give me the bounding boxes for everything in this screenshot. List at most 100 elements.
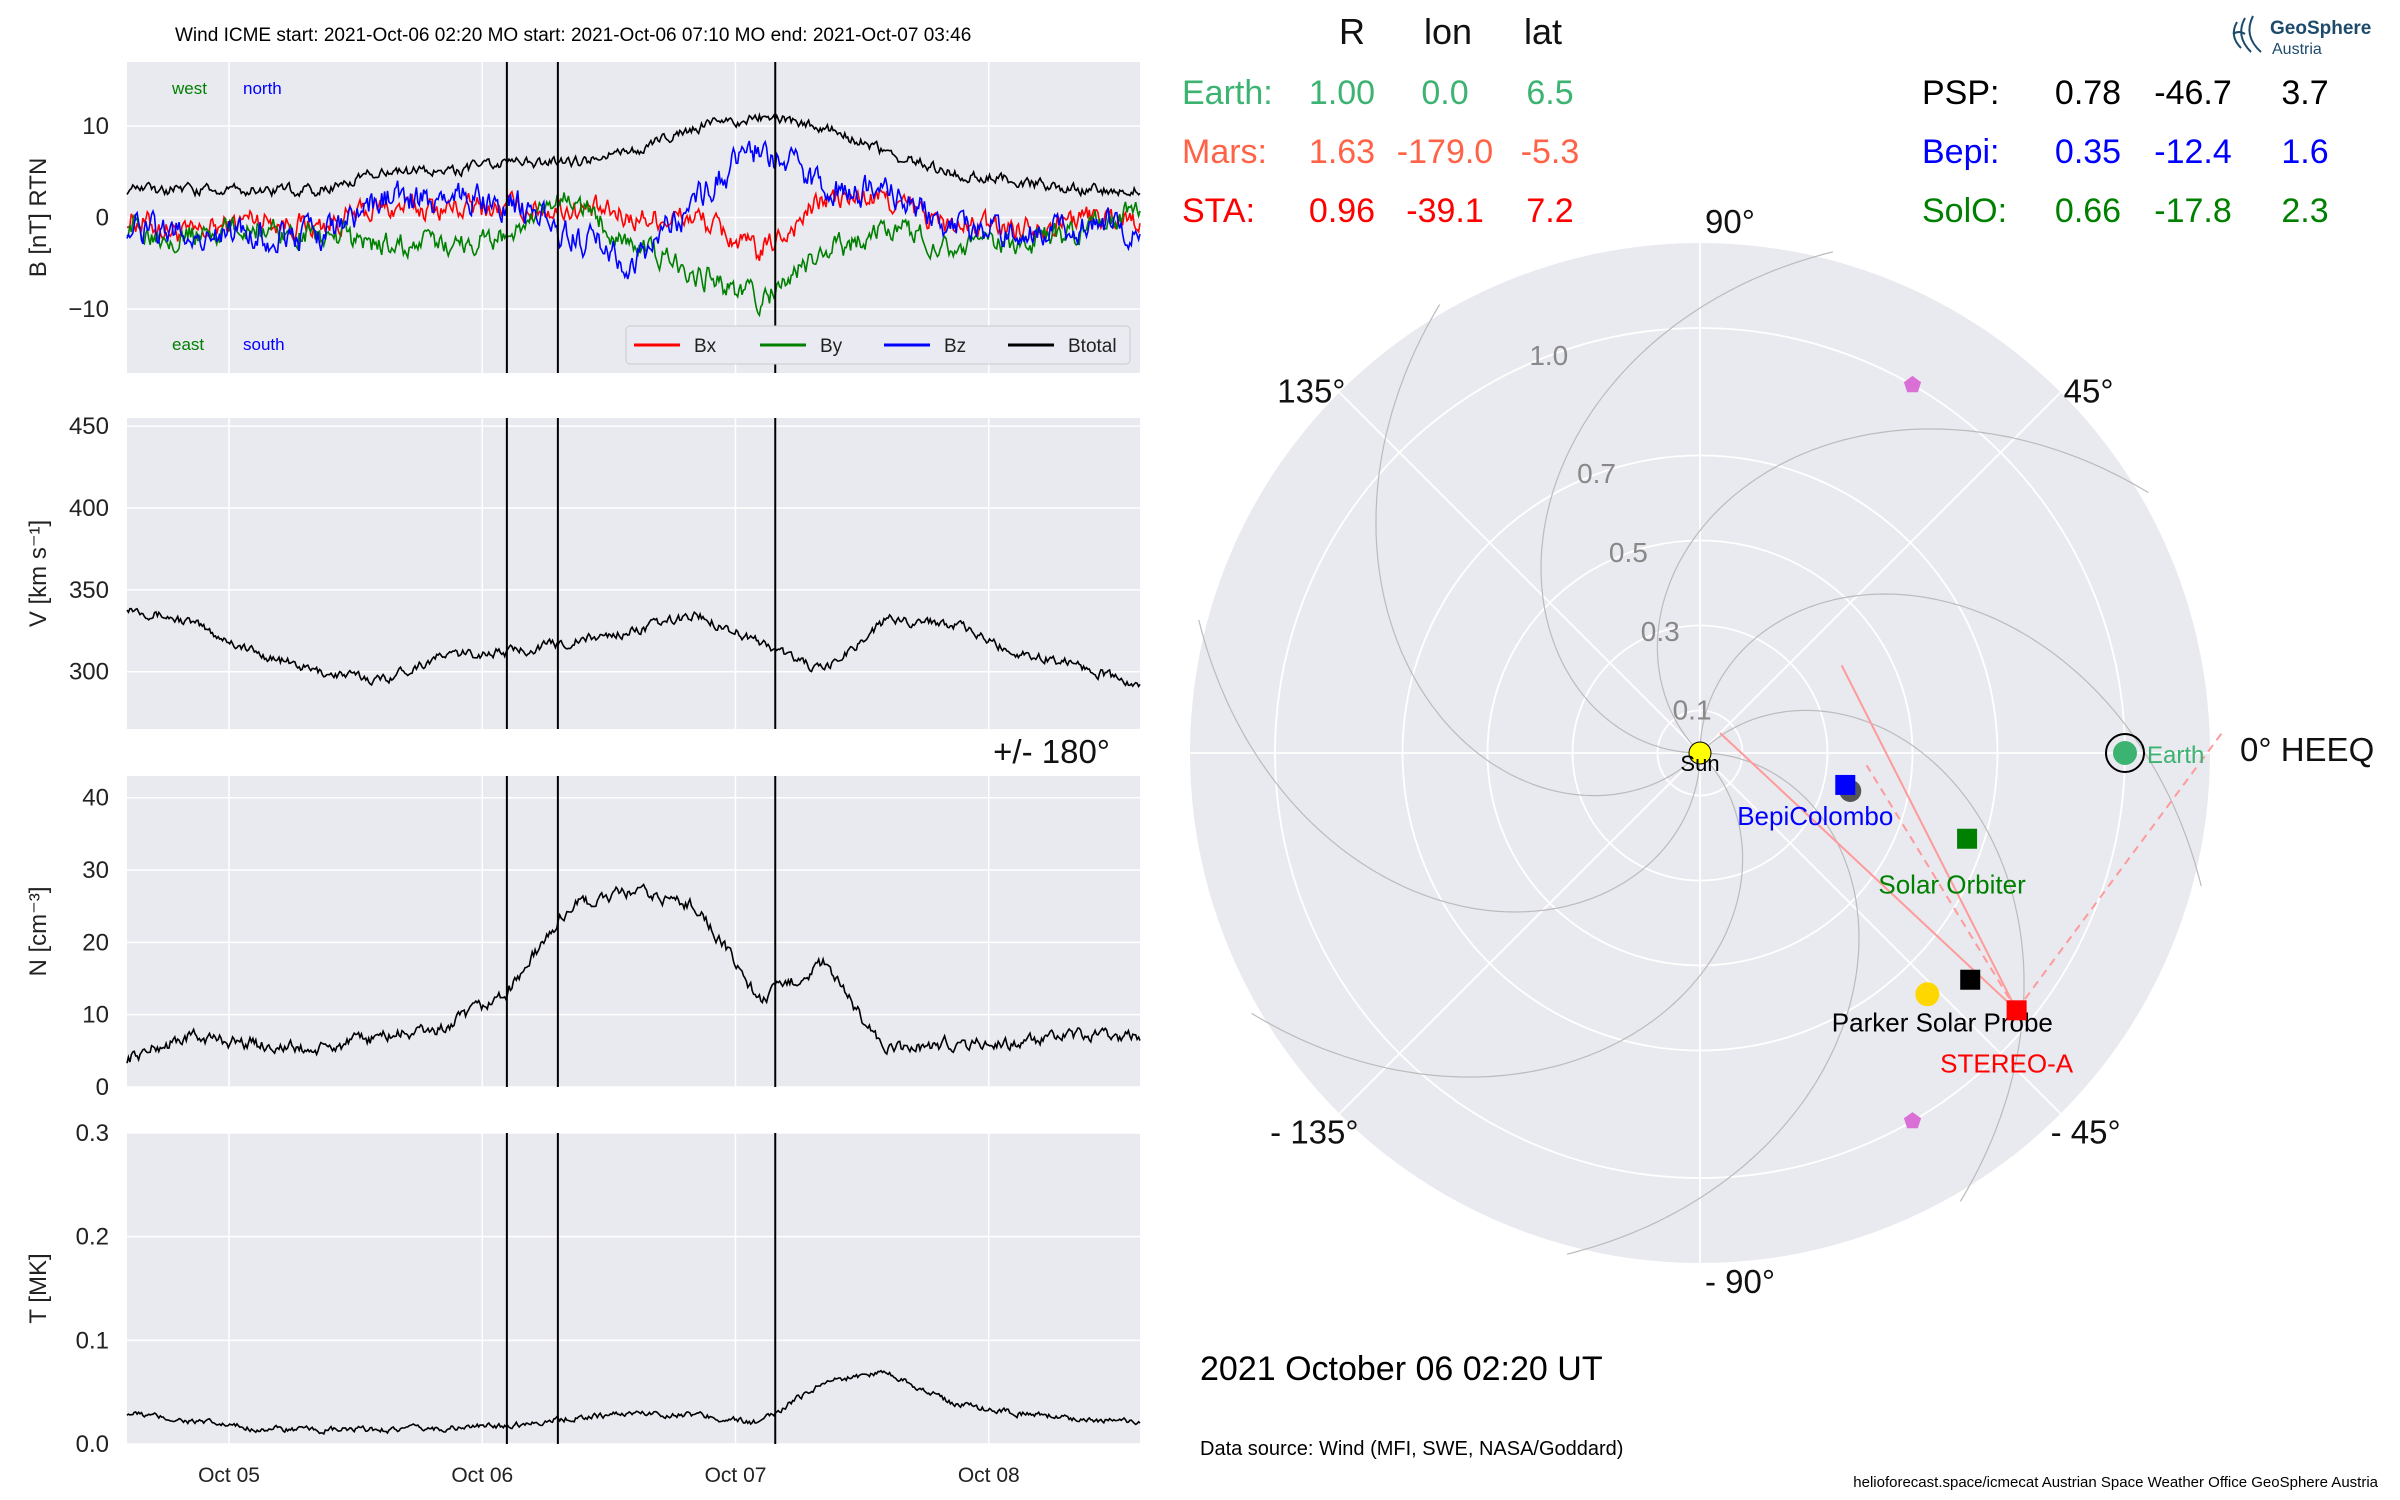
marker-sun bbox=[1688, 741, 1712, 765]
angle-spoke bbox=[1699, 752, 2062, 1115]
x-tick-label: Oct 08 bbox=[958, 1464, 1020, 1487]
y-tick-label: 0.3 bbox=[76, 1120, 109, 1147]
y-axis-label: V [km s⁻¹] bbox=[25, 520, 52, 627]
radius-tick-label: 0.3 bbox=[1641, 616, 1680, 647]
table-right-name: SolO: bbox=[1922, 192, 2007, 230]
table-right-lon: -12.4 bbox=[2154, 133, 2232, 171]
table-left-name: Earth: bbox=[1182, 74, 1273, 112]
marker-bepicolombo bbox=[1835, 774, 1856, 795]
table-header-lon: lon bbox=[1424, 11, 1472, 52]
header-title: Wind ICME start: 2021-Oct-06 02:20 MO st… bbox=[175, 25, 971, 46]
y-tick-label: 300 bbox=[69, 659, 109, 686]
table-right-lon: -17.8 bbox=[2154, 192, 2232, 230]
radius-tick-label: 0.7 bbox=[1577, 458, 1616, 489]
pentagon-marker bbox=[1903, 375, 1922, 393]
corner-label-south: south bbox=[243, 335, 285, 354]
x-tick-label: Oct 07 bbox=[705, 1464, 767, 1487]
legend-label-bz: Bz bbox=[944, 336, 966, 357]
table-left-lat: -5.3 bbox=[1521, 133, 1580, 171]
parker-spiral bbox=[1375, 304, 1701, 797]
parker-spiral bbox=[1656, 428, 2149, 754]
table-left-lon: -179.0 bbox=[1397, 133, 1493, 171]
parker-spiral bbox=[1198, 619, 1701, 913]
legend-label-bx: Bx bbox=[694, 336, 717, 357]
x-tick-label: Oct 05 bbox=[198, 1464, 260, 1487]
angle-spoke bbox=[1338, 391, 1701, 754]
angle-label-neg90: - 90° bbox=[1705, 1263, 1775, 1300]
corner-label-west: west bbox=[171, 79, 207, 98]
table-header-r: R bbox=[1339, 11, 1365, 52]
table-right-lat: 2.3 bbox=[2281, 192, 2328, 230]
panel-1: 10 0 −10 B [nT] RTN bbox=[25, 62, 1141, 373]
table-right-r: 0.66 bbox=[2055, 192, 2121, 230]
sta-fov-dashed bbox=[1865, 764, 2018, 1011]
legend-box bbox=[625, 325, 1131, 365]
y-tick-label: 0 bbox=[96, 1074, 109, 1101]
geosphere-logo: GeoSphere Austria bbox=[2232, 15, 2371, 58]
annotation-layer: Wind ICME start: 2021-Oct-06 02:20 MO st… bbox=[175, 15, 2379, 1491]
series-line-bx bbox=[126, 188, 1141, 262]
angle-label-180: +/- 180° bbox=[993, 733, 1110, 770]
panel-2: 450 400 350 300 V [km s⁻¹] bbox=[25, 413, 1141, 729]
marker-parker-solar-probe bbox=[1915, 982, 1940, 1007]
y-tick-label: 10 bbox=[82, 1002, 109, 1029]
series-line-btotal bbox=[126, 112, 1141, 199]
y-tick-label: 0 bbox=[96, 205, 109, 232]
table-left-name: STA: bbox=[1182, 192, 1255, 230]
parker-spiral bbox=[1699, 709, 2025, 1202]
earth-orbit-ring bbox=[2105, 733, 2145, 773]
legend-label-by: By bbox=[820, 336, 843, 357]
label-stereo-a: STEREO-A bbox=[1940, 1048, 2074, 1078]
table-header-lat: lat bbox=[1524, 11, 1562, 52]
angle-label-0: 0° HEEQ bbox=[2240, 731, 2374, 768]
label-earth: Earth bbox=[2147, 742, 2204, 769]
y-tick-label: 10 bbox=[82, 113, 109, 140]
angle-label-45: 45° bbox=[2064, 372, 2114, 409]
y-tick-label: 0.2 bbox=[76, 1224, 109, 1251]
y-tick-label: 350 bbox=[69, 577, 109, 604]
table-left-r: 0.96 bbox=[1309, 192, 1375, 230]
y-tick-label: 20 bbox=[82, 929, 109, 956]
legend: Bx By Bz Btotal bbox=[625, 325, 1131, 365]
marker-earth bbox=[2113, 741, 2137, 765]
corner-label-north: north bbox=[243, 79, 282, 98]
psp-trajectory-marker bbox=[1960, 969, 1981, 990]
radius-tick-label: 1.0 bbox=[1529, 340, 1568, 371]
radius-tick-label: 0.5 bbox=[1609, 537, 1648, 568]
panel-4: 0.3 0.2 0.1 0.0 T [MK] bbox=[25, 1120, 1141, 1458]
parker-spiral bbox=[1251, 752, 1744, 1078]
table-left-lat: 7.2 bbox=[1526, 192, 1573, 230]
y-axis-label: T [MK] bbox=[25, 1253, 52, 1323]
table-right-name: PSP: bbox=[1922, 74, 1999, 112]
polar-position-plot: 0.1 0.3 0.5 0.7 1.0 0° HEEQ 45° 90° 135° +/- 180°… bbox=[993, 11, 2374, 1300]
sta-fov-line bbox=[1840, 664, 2018, 1011]
table-left-r: 1.00 bbox=[1309, 74, 1375, 112]
parker-spiral bbox=[1699, 593, 2202, 887]
panel-background bbox=[127, 776, 1140, 1087]
y-tick-label: 450 bbox=[69, 413, 109, 440]
label-solar-orbiter: Solar Orbiter bbox=[1878, 870, 2026, 900]
angle-label-neg45: - 45° bbox=[2051, 1114, 2121, 1151]
table-right-r: 0.78 bbox=[2055, 74, 2121, 112]
label-sun: Sun bbox=[1680, 751, 1719, 776]
y-tick-label: 40 bbox=[82, 785, 109, 812]
sta-sun-line bbox=[1719, 732, 2018, 1012]
x-tick-label: Oct 06 bbox=[451, 1464, 513, 1487]
sta-fov-dashed bbox=[2015, 732, 2223, 1011]
table-left-lon: -39.1 bbox=[1406, 192, 1484, 230]
table-right-lat: 1.6 bbox=[2281, 133, 2328, 171]
y-axis-label: N [cm⁻³] bbox=[25, 887, 52, 977]
y-tick-label: 0.0 bbox=[76, 1431, 109, 1458]
panel-background bbox=[127, 418, 1140, 729]
series-line-bz bbox=[126, 139, 1141, 280]
table-right-name: Bepi: bbox=[1922, 133, 2000, 171]
legend-label-btotal: Btotal bbox=[1068, 336, 1117, 357]
table-left-name: Mars: bbox=[1182, 133, 1267, 171]
parker-spiral bbox=[1566, 752, 1860, 1255]
angle-label-90: 90° bbox=[1705, 203, 1755, 240]
angle-spoke bbox=[1338, 752, 1701, 1115]
parker-spiral bbox=[1540, 251, 1834, 754]
footer-credits: helioforecast.space/icmecat Austrian Spa… bbox=[1853, 1474, 2378, 1491]
